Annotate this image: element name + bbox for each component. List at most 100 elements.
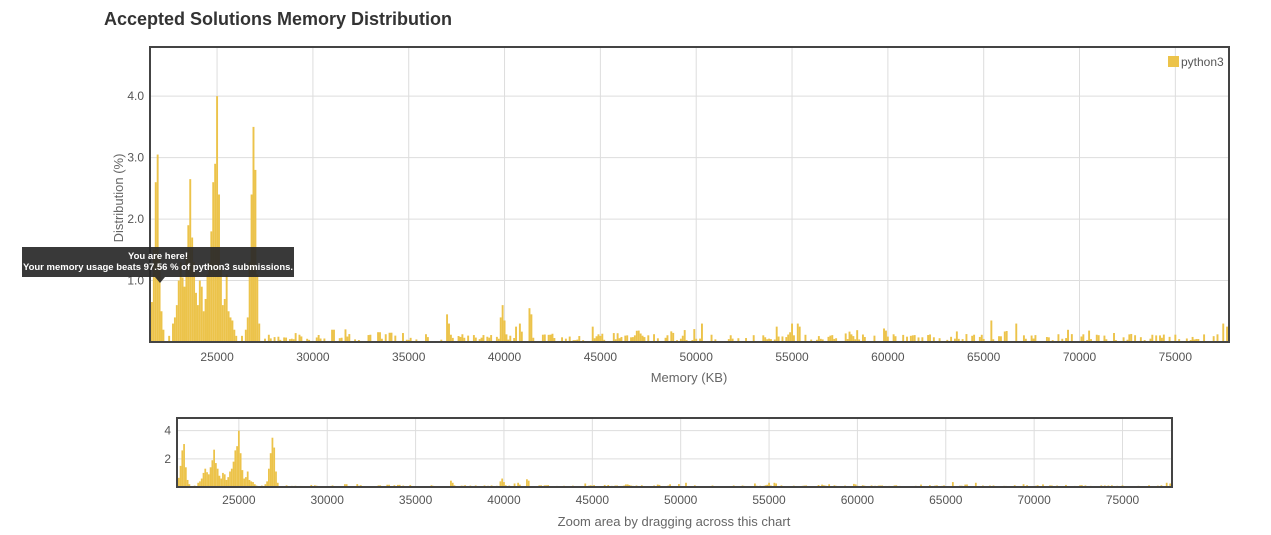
histogram-bar: [241, 470, 244, 487]
histogram-bar: [379, 332, 381, 342]
histogram-bar: [1095, 334, 1098, 342]
histogram-bar: [971, 335, 974, 342]
histogram-bar: [478, 339, 481, 342]
histogram-bar: [277, 336, 280, 342]
histogram-bar: [616, 333, 619, 342]
histogram-bar: [858, 339, 861, 342]
histogram-bar: [472, 335, 475, 342]
histogram-bar: [965, 334, 968, 342]
histogram-bar: [501, 478, 504, 487]
histogram-bar: [752, 335, 755, 342]
histogram-bar: [160, 311, 163, 342]
histogram-bar: [459, 336, 462, 342]
histogram-bar: [236, 446, 238, 487]
histogram-bar: [917, 337, 920, 342]
histogram-bar: [681, 335, 684, 342]
y-tick-label: 1.0: [127, 274, 144, 288]
histogram-bar: [513, 337, 516, 342]
histogram-bar: [861, 334, 864, 342]
histogram-bar: [773, 339, 776, 342]
x-tick-label: 60000: [841, 493, 875, 507]
y-tick-label: 2.0: [127, 212, 144, 226]
histogram-bar: [938, 338, 941, 342]
histogram-bar: [348, 334, 351, 342]
histogram-bar: [1174, 334, 1177, 342]
histogram-bar: [817, 336, 820, 342]
histogram-bar: [323, 338, 326, 342]
histogram-bar: [450, 480, 452, 487]
histogram-bar: [197, 482, 200, 487]
histogram-bar: [894, 336, 897, 342]
histogram-bar: [852, 336, 855, 342]
histogram-bar: [633, 335, 636, 342]
navigator-grid: [177, 418, 1172, 487]
histogram-bar: [1134, 335, 1137, 342]
histogram-bar: [695, 338, 698, 342]
histogram-bar: [591, 326, 594, 342]
histogram-bar: [729, 335, 732, 342]
histogram-bar: [754, 483, 756, 487]
histogram-bar: [216, 96, 219, 343]
histogram-bar: [1103, 335, 1106, 342]
histogram-bar: [787, 334, 790, 342]
histogram-bar: [564, 338, 567, 342]
histogram-bar: [1015, 323, 1018, 342]
histogram-bar: [1195, 338, 1198, 342]
histogram-bar: [499, 481, 502, 487]
histogram-bar: [792, 335, 795, 342]
histogram-bar: [658, 484, 661, 487]
histogram-bar: [685, 482, 687, 487]
histogram-bar: [775, 483, 778, 487]
legend[interactable]: python3: [1168, 55, 1224, 69]
histogram-bar: [179, 465, 182, 487]
x-tick-label: 40000: [488, 350, 522, 364]
histogram-bar: [632, 337, 634, 342]
histogram-bar: [315, 337, 318, 342]
histogram-bar: [854, 339, 857, 342]
histogram-bar: [515, 326, 518, 342]
histogram-bar: [219, 268, 222, 342]
histogram-bar: [1005, 330, 1008, 342]
histogram-bar: [501, 305, 504, 342]
histogram-bar: [973, 334, 976, 342]
histogram-bar: [199, 481, 201, 487]
histogram-bar: [1203, 334, 1206, 342]
histogram-bar: [181, 277, 184, 342]
y-tick-label: 4: [164, 424, 171, 438]
histogram-bar: [873, 335, 876, 342]
histogram-bar: [664, 337, 667, 342]
histogram-bar: [340, 337, 343, 342]
histogram-bar: [902, 334, 905, 342]
histogram-bar: [980, 334, 983, 342]
histogram-bar: [775, 326, 778, 342]
histogram-bar: [168, 335, 171, 342]
histogram-bar: [356, 484, 359, 487]
histogram-bar: [223, 474, 226, 487]
histogram-bar: [317, 335, 320, 342]
histogram-bar: [232, 461, 235, 487]
histogram-bar: [846, 339, 849, 342]
histogram-bar: [1128, 334, 1131, 342]
histogram-bar: [209, 467, 212, 487]
histogram-bar: [173, 317, 176, 342]
histogram-bar: [886, 336, 889, 342]
tooltip-line-1: You are here!: [127, 251, 188, 262]
histogram-bar: [354, 339, 357, 342]
histogram-bar: [829, 335, 832, 342]
histogram-bar: [547, 334, 550, 342]
histogram-bar: [766, 484, 769, 487]
histogram-bar: [835, 338, 838, 342]
histogram-bar: [150, 302, 153, 342]
histogram-bar: [854, 484, 857, 487]
histogram-bar: [269, 453, 272, 487]
histogram-bar: [507, 339, 510, 342]
navigator-frame[interactable]: [176, 417, 1173, 488]
histogram-bar: [1130, 333, 1133, 342]
histogram-bar: [177, 280, 180, 342]
histogram-bar: [457, 335, 460, 342]
histogram-bar: [603, 484, 606, 487]
histogram-bar: [503, 482, 505, 487]
zoom-hint: Zoom area by dragging across this chart: [558, 514, 791, 529]
histogram-bar: [727, 339, 730, 342]
